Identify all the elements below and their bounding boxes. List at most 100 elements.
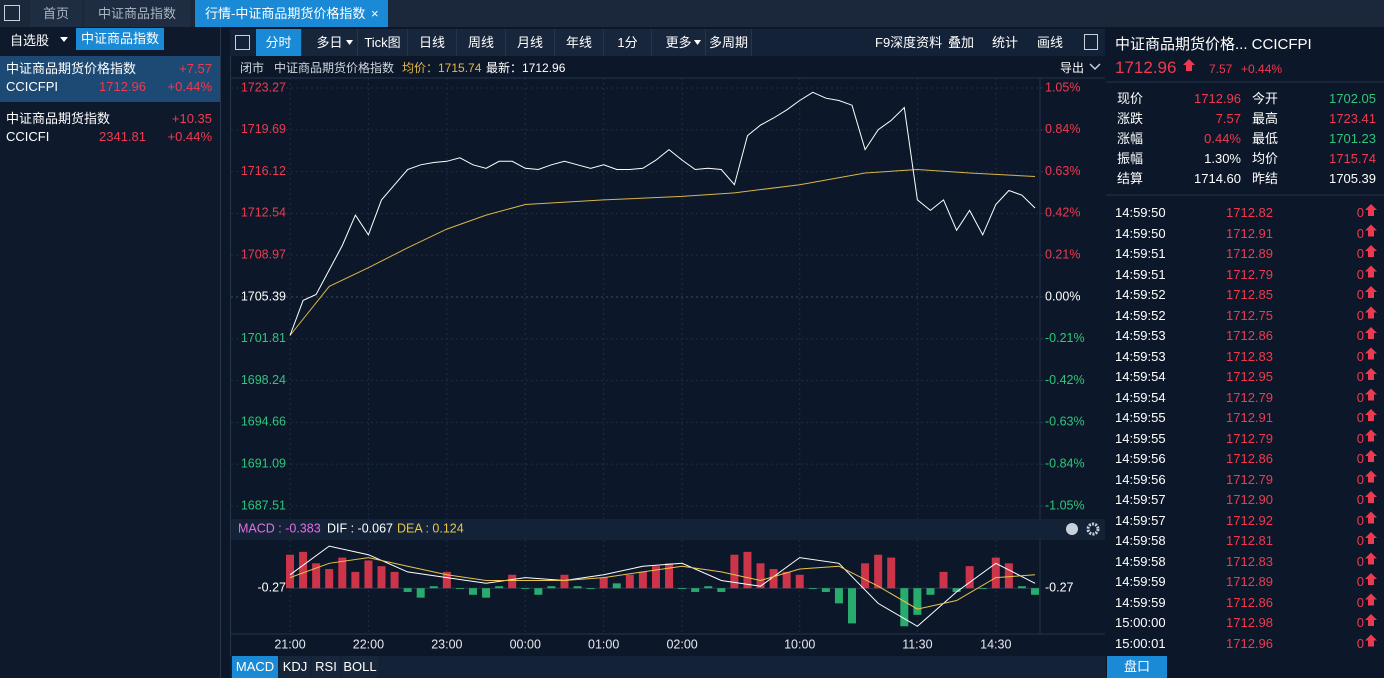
quote-title: 中证商品期货价格... CCICFPI	[1115, 36, 1312, 53]
toolbar-button[interactable]: 周线	[457, 29, 506, 56]
stock-change: +7.57	[179, 61, 212, 76]
tick-price: 1712.89	[1226, 574, 1273, 589]
export[interactable]: 导出	[1060, 61, 1085, 75]
tick-price: 1712.82	[1226, 205, 1273, 220]
tab[interactable]: 首页	[30, 0, 82, 27]
tick-price: 1712.86	[1226, 594, 1273, 610]
quote-value: 7.57	[1215, 111, 1241, 126]
tick-volume: 0	[1356, 451, 1364, 466]
quote-value: 0.44%	[1204, 131, 1241, 146]
tick-time: 14:59:56	[1115, 451, 1166, 466]
tick-time: 14:59:51	[1115, 266, 1166, 282]
tick-volume: 0	[1356, 533, 1364, 548]
tick-volume: 0	[1356, 430, 1364, 446]
quote-key: 涨幅	[1117, 131, 1144, 146]
quote-key: 结算	[1117, 171, 1144, 186]
tick-time: 14:59:58	[1115, 533, 1166, 548]
quote-key: 均价	[1252, 151, 1279, 166]
quote-value: 1705.39	[1329, 171, 1376, 186]
toolbar-button[interactable]: F9深度资料	[875, 35, 943, 50]
tab[interactable]: 中证商品指数	[84, 0, 190, 27]
tick-price: 1712.92	[1226, 512, 1273, 528]
tick-price: 1712.79	[1226, 389, 1273, 405]
info-last: 最新：1712.96	[486, 61, 566, 75]
quote-key: 今开	[1252, 91, 1279, 106]
tick-time: 14:59:57	[1115, 512, 1166, 528]
tick-time: 15:00:00	[1115, 615, 1166, 630]
info-avg: 均价：1715.74	[402, 61, 482, 75]
tick-volume: 0	[1356, 328, 1364, 343]
tick-price: 1712.86	[1226, 328, 1273, 343]
quote-key: 涨跌	[1117, 111, 1144, 126]
panel-tab[interactable]: 盘口	[1107, 656, 1167, 678]
toolbar-button[interactable]: 更多	[652, 29, 706, 56]
indicator-tab-active[interactable]: MACD	[232, 656, 278, 678]
quote-value: 1715.74	[1329, 151, 1376, 166]
toolbar-button[interactable]: Tick图	[358, 29, 408, 56]
tick-volume: 0	[1356, 410, 1364, 425]
toolbar-button[interactable]: 多周期	[706, 29, 752, 56]
stock-price: 2341.81	[99, 129, 146, 144]
quote-key: 最低	[1252, 131, 1279, 146]
tick-volume: 0	[1356, 246, 1364, 261]
tick-time: 14:59:57	[1115, 492, 1166, 507]
tick-time: 14:59:52	[1115, 287, 1166, 302]
tick-volume: 0	[1356, 553, 1364, 569]
tick-volume: 0	[1356, 266, 1364, 282]
tick-price: 1712.86	[1226, 451, 1273, 466]
tick-time: 14:59:55	[1115, 410, 1166, 425]
indicator-tab[interactable]: BOLL	[342, 656, 378, 678]
tick-time: 14:59:50	[1115, 225, 1166, 241]
left-tab-active[interactable]: 中证商品指数	[76, 28, 164, 50]
toolbar-button[interactable]: 叠加	[948, 35, 975, 50]
tick-price: 1712.75	[1226, 307, 1273, 323]
quote-key: 最高	[1252, 111, 1279, 126]
tick-price: 1712.90	[1226, 492, 1273, 507]
tick-volume: 0	[1356, 635, 1364, 651]
stock-name[interactable]: 中证商品期货价格指数	[6, 61, 137, 76]
toolbar-button-active[interactable]: 分时	[256, 29, 302, 56]
tick-time: 14:59:59	[1115, 574, 1166, 589]
tick-price: 1712.79	[1226, 266, 1273, 282]
info-name: 中证商品期货价格指数	[274, 61, 395, 75]
toolbar-icon[interactable]	[1084, 34, 1098, 50]
macd-header	[231, 519, 1105, 540]
quote-value: 1.30%	[1204, 151, 1241, 166]
tick-price: 1712.89	[1226, 246, 1273, 261]
quote-change: 7.57	[1209, 62, 1233, 76]
tab-close[interactable]: ×	[371, 6, 379, 21]
toolbar-button[interactable]: 多日	[302, 29, 358, 56]
tick-time: 14:59:58	[1115, 553, 1166, 569]
toolbar-icon[interactable]	[235, 35, 250, 50]
menu-icon[interactable]	[4, 5, 20, 21]
tick-volume: 0	[1356, 389, 1364, 405]
tick-price: 1712.79	[1226, 430, 1273, 446]
toolbar-button[interactable]: 画线	[1037, 35, 1064, 50]
tick-volume: 0	[1356, 369, 1364, 384]
tick-price: 1712.91	[1226, 225, 1273, 241]
toolbar-button[interactable]: 月线	[506, 29, 555, 56]
toolbar-button[interactable]: 统计	[992, 35, 1019, 50]
indicator-tab[interactable]: RSI	[312, 656, 340, 678]
toolbar-button[interactable]: 1分	[604, 29, 652, 56]
toolbar-button[interactable]: 日线	[408, 29, 457, 56]
quote-value: 1714.60	[1194, 171, 1241, 186]
tick-price: 1712.81	[1226, 533, 1273, 548]
indicator-tab[interactable]: KDJ	[280, 656, 310, 678]
toolbar-button[interactable]: 年线	[555, 29, 604, 56]
tick-volume: 0	[1356, 615, 1364, 630]
stock-name[interactable]: 中证商品期货指数	[6, 111, 111, 126]
quote-key: 现价	[1117, 91, 1144, 106]
tab-active[interactable]: 行情-中证商品期货价格指数	[195, 0, 388, 27]
tick-time: 14:59:54	[1115, 389, 1166, 405]
selected-row[interactable]	[0, 56, 220, 102]
left-tab[interactable]: 自选股	[10, 33, 50, 48]
tick-price: 1712.79	[1226, 471, 1273, 487]
status: 闭市	[240, 61, 265, 75]
quote-value: 1702.05	[1329, 91, 1376, 106]
quote-pct: +0.44%	[1241, 62, 1283, 76]
quote-value: 1701.23	[1329, 131, 1376, 146]
tick-volume: 0	[1356, 287, 1364, 302]
tick-time: 14:59:50	[1115, 205, 1166, 220]
tick-volume: 0	[1356, 471, 1364, 487]
